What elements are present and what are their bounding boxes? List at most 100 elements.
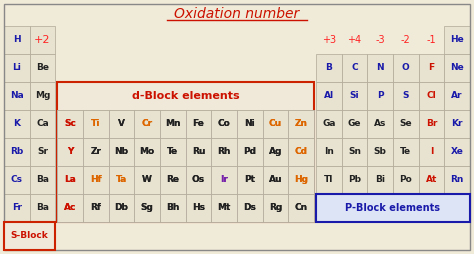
Bar bbox=[237, 110, 263, 138]
Text: Tl: Tl bbox=[324, 176, 334, 184]
Text: At: At bbox=[426, 176, 437, 184]
Text: Cs: Cs bbox=[11, 176, 23, 184]
Bar bbox=[83, 194, 109, 222]
Bar bbox=[367, 110, 393, 138]
Text: Kr: Kr bbox=[451, 119, 463, 129]
Bar bbox=[342, 110, 367, 138]
Bar bbox=[57, 138, 83, 166]
Text: Bh: Bh bbox=[166, 203, 180, 213]
Bar bbox=[4, 138, 30, 166]
Bar bbox=[419, 110, 444, 138]
Text: Zr: Zr bbox=[91, 148, 101, 156]
Bar bbox=[186, 138, 211, 166]
Text: Fe: Fe bbox=[192, 119, 204, 129]
Text: S-Block: S-Block bbox=[11, 231, 48, 241]
Bar bbox=[444, 138, 470, 166]
Bar bbox=[30, 138, 55, 166]
Text: Mo: Mo bbox=[140, 148, 155, 156]
Bar bbox=[288, 138, 314, 166]
Bar bbox=[134, 166, 160, 194]
Bar bbox=[419, 166, 444, 194]
Bar bbox=[134, 110, 160, 138]
Text: Oxidation number: Oxidation number bbox=[174, 7, 300, 21]
Bar bbox=[288, 110, 314, 138]
Bar bbox=[57, 166, 83, 194]
Bar bbox=[316, 110, 342, 138]
Text: -3: -3 bbox=[375, 35, 385, 45]
Text: Ru: Ru bbox=[192, 148, 205, 156]
Text: O: O bbox=[402, 64, 410, 72]
Text: Mg: Mg bbox=[35, 91, 50, 101]
Bar bbox=[160, 110, 186, 138]
Text: H: H bbox=[13, 36, 21, 44]
Text: Ar: Ar bbox=[451, 91, 463, 101]
Text: Pd: Pd bbox=[243, 148, 256, 156]
Text: Rn: Rn bbox=[450, 176, 464, 184]
Bar bbox=[160, 110, 186, 138]
Text: Ni: Ni bbox=[245, 119, 255, 129]
Text: Ta: Ta bbox=[116, 176, 127, 184]
Bar bbox=[160, 166, 186, 194]
Text: Mo: Mo bbox=[140, 148, 155, 156]
Text: Se: Se bbox=[400, 119, 412, 129]
Text: Pt: Pt bbox=[244, 176, 255, 184]
Bar bbox=[186, 138, 211, 166]
Bar bbox=[30, 110, 55, 138]
Text: Cd: Cd bbox=[295, 148, 308, 156]
Bar bbox=[109, 166, 134, 194]
Bar bbox=[393, 110, 419, 138]
Text: Ru: Ru bbox=[192, 148, 205, 156]
Text: Ta: Ta bbox=[116, 176, 127, 184]
Text: Ir: Ir bbox=[220, 176, 228, 184]
Bar bbox=[419, 54, 444, 82]
Bar bbox=[316, 54, 342, 82]
Text: d-Block elements: d-Block elements bbox=[132, 91, 239, 101]
Text: Fe: Fe bbox=[192, 119, 204, 129]
Bar bbox=[4, 166, 30, 194]
Bar bbox=[237, 194, 263, 222]
Text: Ca: Ca bbox=[36, 119, 49, 129]
Bar bbox=[237, 194, 263, 222]
Bar bbox=[57, 82, 314, 222]
Bar bbox=[109, 110, 134, 138]
Bar bbox=[186, 166, 211, 194]
Text: Te: Te bbox=[167, 148, 178, 156]
Bar bbox=[109, 110, 134, 138]
Bar bbox=[134, 138, 160, 166]
Bar bbox=[237, 110, 263, 138]
Bar bbox=[57, 110, 83, 138]
Bar bbox=[393, 138, 419, 166]
Text: Ac: Ac bbox=[64, 203, 76, 213]
Text: Y: Y bbox=[67, 148, 73, 156]
Text: Zn: Zn bbox=[295, 119, 308, 129]
Text: Sr: Sr bbox=[37, 148, 48, 156]
Text: Rf: Rf bbox=[91, 203, 101, 213]
Text: Rb: Rb bbox=[10, 148, 23, 156]
Text: Hf: Hf bbox=[90, 176, 101, 184]
Bar bbox=[134, 194, 160, 222]
Text: Si: Si bbox=[350, 91, 359, 101]
Text: I: I bbox=[430, 148, 433, 156]
Bar bbox=[186, 166, 211, 194]
Bar bbox=[30, 194, 55, 222]
Text: Te: Te bbox=[400, 148, 411, 156]
Text: La: La bbox=[64, 176, 76, 184]
Text: Cl: Cl bbox=[427, 91, 437, 101]
Text: Ba: Ba bbox=[36, 203, 49, 213]
Bar bbox=[57, 110, 83, 138]
Text: Mt: Mt bbox=[218, 203, 231, 213]
Text: Hf: Hf bbox=[90, 176, 101, 184]
Text: Ag: Ag bbox=[269, 148, 282, 156]
Bar bbox=[109, 138, 134, 166]
Text: Pb: Pb bbox=[348, 176, 361, 184]
Bar bbox=[342, 54, 367, 82]
Text: Rg: Rg bbox=[269, 203, 282, 213]
Text: Cn: Cn bbox=[295, 203, 308, 213]
Bar bbox=[288, 194, 314, 222]
Bar bbox=[160, 138, 186, 166]
Text: -1: -1 bbox=[427, 35, 436, 45]
Bar bbox=[237, 138, 263, 166]
Bar bbox=[393, 166, 419, 194]
Text: As: As bbox=[374, 119, 386, 129]
Text: Au: Au bbox=[269, 176, 282, 184]
